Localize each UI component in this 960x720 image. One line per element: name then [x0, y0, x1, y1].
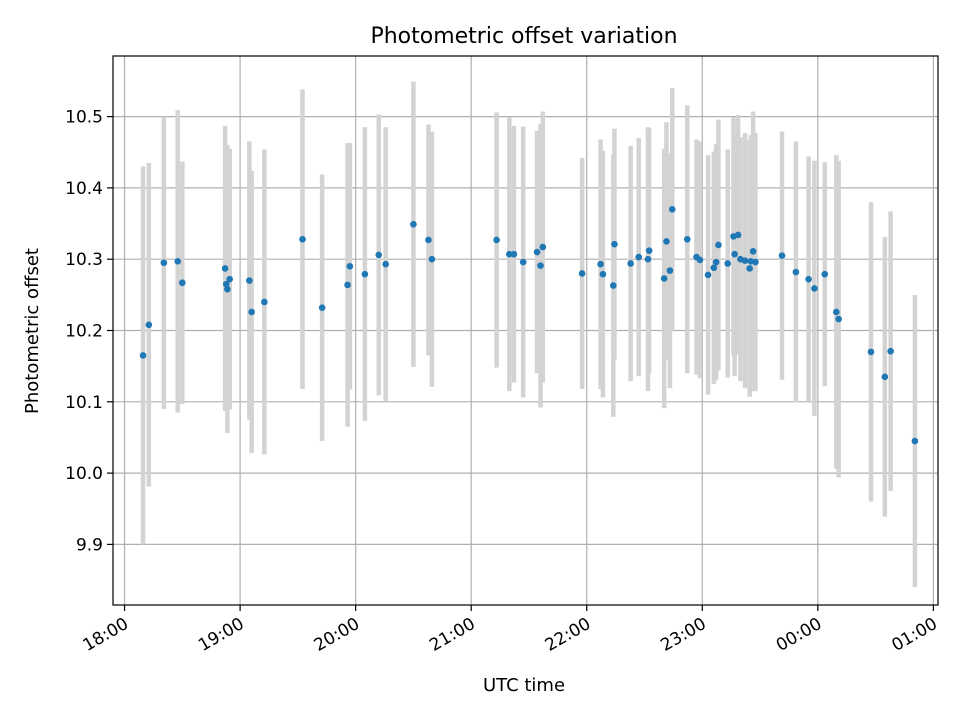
data-point	[519, 258, 527, 266]
data-point	[611, 240, 618, 248]
data-point	[749, 248, 757, 255]
data-point	[644, 255, 652, 263]
data-point	[344, 281, 351, 289]
data-point	[597, 260, 604, 268]
data-points	[139, 205, 919, 445]
data-point	[833, 308, 840, 316]
data-point	[361, 270, 369, 278]
data-point	[261, 298, 268, 306]
data-point	[704, 271, 712, 279]
data-point	[741, 257, 749, 264]
data-point	[746, 265, 753, 272]
data-point	[299, 235, 306, 243]
data-point	[539, 243, 547, 251]
data-point	[683, 235, 691, 243]
data-point	[911, 437, 919, 445]
data-point	[224, 285, 231, 293]
data-point	[660, 275, 668, 282]
data-point	[805, 275, 812, 283]
data-point	[425, 236, 432, 244]
data-point	[248, 308, 255, 316]
data-point	[599, 270, 607, 278]
data-point	[610, 282, 617, 289]
y-axis-ticks: 9.9 10.0 10.1 10.2 10.3 10.4 10.5	[65, 108, 113, 555]
data-point	[537, 262, 544, 269]
data-point	[821, 270, 829, 278]
y-axis-label: Photometric offset	[22, 248, 43, 414]
data-point	[410, 220, 417, 228]
data-point	[510, 250, 518, 258]
data-point	[493, 236, 500, 244]
data-point	[533, 248, 541, 256]
data-point	[222, 280, 230, 288]
data-point	[246, 277, 253, 284]
data-point	[645, 247, 653, 254]
data-point	[887, 347, 894, 355]
data-point	[375, 251, 383, 259]
data-point	[867, 348, 875, 356]
data-point	[752, 258, 759, 266]
y-tick-label: 10.2	[65, 322, 103, 342]
x-axis-label: UTC time	[483, 675, 565, 696]
data-point	[578, 270, 586, 277]
data-point	[668, 205, 676, 213]
data-point	[318, 304, 326, 311]
data-point	[179, 279, 186, 287]
data-point	[710, 264, 718, 272]
data-point	[712, 258, 720, 266]
data-point	[835, 315, 842, 323]
data-point	[696, 256, 704, 264]
chart-title: Photometric offset variation	[370, 24, 677, 49]
grid	[113, 56, 938, 605]
data-point	[881, 373, 889, 381]
data-point	[226, 275, 234, 283]
data-point	[346, 263, 354, 270]
y-tick-label: 10.4	[65, 179, 103, 199]
data-point	[382, 260, 389, 268]
data-point	[160, 259, 168, 267]
data-point	[635, 253, 643, 261]
data-point	[724, 260, 732, 267]
data-point	[792, 268, 800, 276]
y-tick-label: 10.5	[65, 108, 103, 128]
y-tick-label: 10.1	[65, 393, 103, 413]
data-point	[666, 267, 674, 274]
data-point	[139, 352, 147, 359]
data-point	[428, 255, 436, 263]
y-tick-label: 10.3	[65, 250, 103, 270]
y-tick-label: 10.0	[65, 464, 103, 484]
data-point	[715, 241, 722, 249]
data-point	[221, 265, 229, 272]
data-point	[734, 231, 742, 239]
data-point	[811, 285, 818, 292]
data-point	[145, 321, 153, 329]
data-point	[627, 260, 634, 267]
data-point	[731, 250, 738, 258]
data-point	[663, 238, 670, 245]
data-point	[174, 258, 182, 265]
y-tick-label: 9.9	[76, 535, 103, 555]
data-point	[778, 252, 786, 259]
data-point	[506, 250, 513, 258]
